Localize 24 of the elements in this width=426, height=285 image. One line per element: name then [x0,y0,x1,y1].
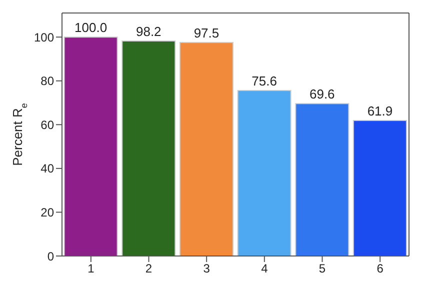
bar [237,90,292,256]
data-label: 98.2 [136,24,162,40]
bar [295,103,350,256]
y-tick-label: 20 [40,205,54,220]
x-tick-label: 1 [88,262,95,276]
x-tick-label: 5 [318,262,326,276]
y-tick-label: 100 [34,30,54,44]
x-tick-label: 4 [261,262,268,276]
data-label: 100.0 [74,20,108,36]
bar [64,36,118,256]
y-tick-label: 40 [40,162,54,176]
x-tick-label: 2 [145,262,152,276]
x-tick-label: 3 [203,262,210,276]
y-tick-label: 80 [40,74,54,88]
data-label: 61.9 [367,103,393,118]
data-label: 69.6 [309,86,335,102]
data-label: 97.5 [194,26,220,41]
x-tick-label: 6 [376,262,384,276]
bar [122,40,176,256]
data-label: 75.6 [252,73,277,88]
y-tick-label: 60 [40,118,54,132]
bar [352,120,407,256]
bar [179,42,234,256]
y-tick-label: 0 [47,249,54,264]
